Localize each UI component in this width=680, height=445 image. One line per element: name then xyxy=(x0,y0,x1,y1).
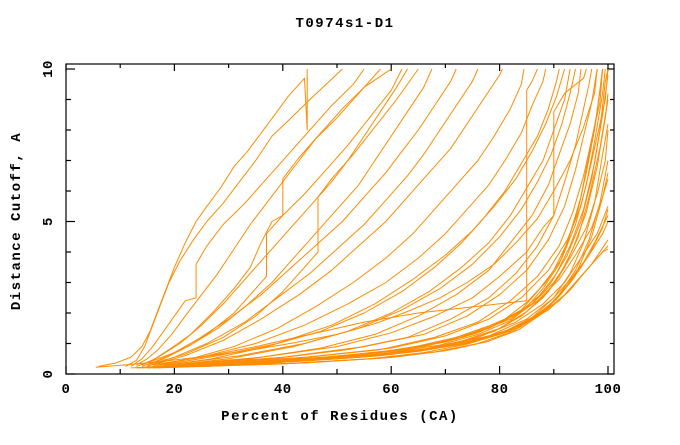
model-curve-curve-42 xyxy=(168,178,609,368)
model-curve-curve-13 xyxy=(158,68,547,366)
model-curve-curve-33 xyxy=(141,68,606,368)
model-curve-curve-17 xyxy=(168,68,576,366)
model-curve-curve-05 xyxy=(136,68,392,367)
y-tick-labels: 0 5 10 xyxy=(41,60,57,378)
y-tick-label: 10 xyxy=(41,60,57,78)
model-curve-curve-45 xyxy=(147,68,419,366)
x-tick-label: 60 xyxy=(382,382,400,398)
model-curve-curve-11 xyxy=(152,68,525,367)
model-curve-curve-44 xyxy=(141,68,403,366)
model-curve-curve-19 xyxy=(174,68,587,366)
y-tick-label: 0 xyxy=(41,370,57,379)
axis-ticks xyxy=(65,64,614,375)
chart-title: T0974s1-D1 xyxy=(295,16,394,32)
x-tick-label: 0 xyxy=(62,382,71,398)
model-curve-curve-08 xyxy=(147,68,457,366)
model-curve-curve-35 xyxy=(147,75,609,368)
plot-border xyxy=(65,63,615,375)
x-tick-label: 40 xyxy=(274,382,292,398)
model-curves xyxy=(95,68,609,369)
model-curve-curve-07 xyxy=(141,68,433,367)
model-curve-curve-43 xyxy=(95,68,598,368)
model-curve-curve-01 xyxy=(98,69,308,367)
model-curve-curve-02 xyxy=(125,68,343,367)
model-curve-curve-03 xyxy=(130,68,365,367)
model-curve-curve-18 xyxy=(168,68,582,367)
x-tick-label: 20 xyxy=(165,382,183,398)
x-tick-label: 100 xyxy=(595,382,622,398)
model-curve-curve-40 xyxy=(136,209,609,369)
x-tick-labels: 0 20 40 60 80 100 xyxy=(62,382,622,398)
x-tick-label: 80 xyxy=(491,382,509,398)
model-curve-curve-04 xyxy=(136,68,381,366)
y-tick-label: 5 xyxy=(41,217,57,226)
model-curve-curve-09 xyxy=(147,68,479,367)
model-curve-curve-23 xyxy=(190,68,609,366)
model-curve-curve-21 xyxy=(179,68,598,366)
model-curve-curve-12 xyxy=(152,68,538,366)
y-axis-title: Distance Cutoff, A xyxy=(9,132,25,310)
model-curve-curve-36 xyxy=(152,93,609,369)
model-curve-curve-15 xyxy=(163,68,566,366)
model-curve-curve-24 xyxy=(196,129,609,367)
model-curve-curve-28 xyxy=(147,239,609,369)
model-curve-curve-10 xyxy=(152,68,503,366)
model-curve-curve-06 xyxy=(141,68,408,366)
x-axis-title: Percent of Residues (CA) xyxy=(221,409,459,425)
